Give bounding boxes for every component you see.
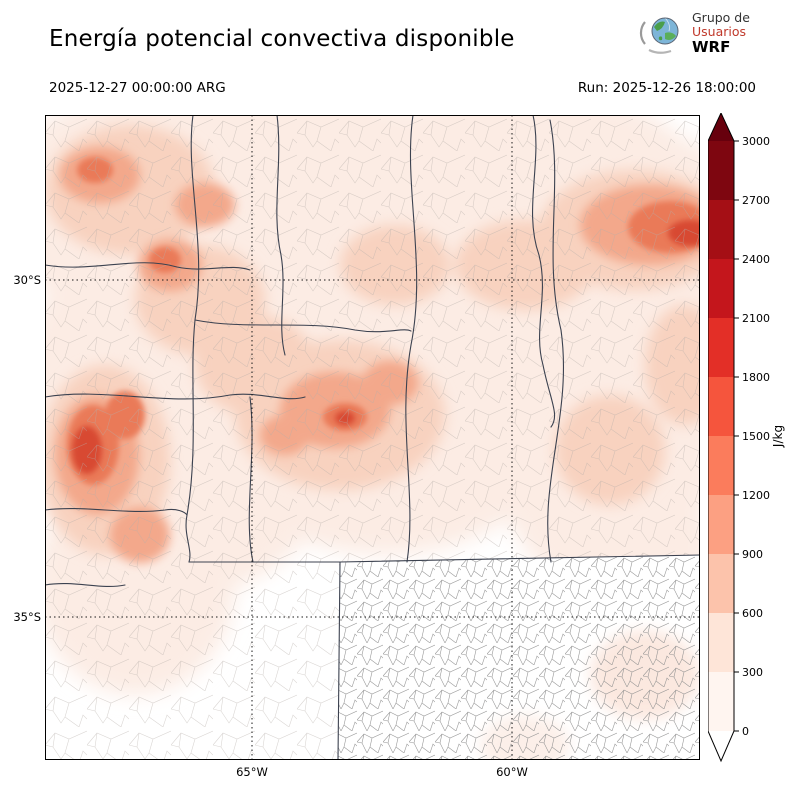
colorbar-segment [708, 377, 734, 436]
colorbar-tick: 0 [742, 725, 749, 738]
buenos-aires-districts [338, 555, 700, 760]
colorbar-segment [708, 495, 734, 554]
colorbar-tick: 2700 [742, 194, 770, 207]
colorbar-segment [708, 436, 734, 495]
logo-text: Grupo de Usuarios WRF [692, 9, 750, 56]
colorbar-tick: 600 [742, 607, 763, 620]
colorbar-segment [708, 672, 734, 731]
valid-time-label: 2025-12-27 00:00:00 ARG [49, 80, 226, 96]
logo-line1: Grupo de [692, 9, 750, 25]
colorbar-tick: 2100 [742, 312, 770, 325]
colorbar-tick: 3000 [742, 135, 770, 148]
graticule [45, 115, 700, 760]
lon-label-65w: 65°W [236, 765, 268, 779]
colorbar-segment [708, 318, 734, 377]
map-canvas [45, 115, 700, 760]
colorbar-arrow-bottom [708, 731, 734, 761]
colorbar-tick: 1500 [742, 430, 770, 443]
colorbar-unit-label: J/kg [771, 425, 785, 448]
logo-line3: WRF [692, 37, 731, 56]
cape-map-svg [45, 115, 700, 760]
map-frame [45, 115, 700, 760]
colorbar-arrow-top [708, 113, 734, 141]
lat-label-30s: 30°S [13, 273, 41, 287]
colorbar: 3000 2700 2400 2100 1800 1500 1200 900 6… [708, 113, 785, 763]
page-title: Energía potencial convectiva disponible [49, 26, 515, 52]
wrf-logo: Grupo de Usuarios WRF [638, 9, 750, 57]
colorbar-segment [708, 613, 734, 672]
colorbar-tick: 900 [742, 548, 763, 561]
colorbar-tick: 300 [742, 666, 763, 679]
colorbar-tick: 1200 [742, 489, 770, 502]
colorbar-tick-labels: 3000 2700 2400 2100 1800 1500 1200 900 6… [742, 135, 770, 738]
colorbar-segment [708, 200, 734, 259]
colorbar-tick-marks [734, 140, 739, 732]
colorbar-tick: 2400 [742, 253, 770, 266]
colorbar-tick: 1800 [742, 371, 770, 384]
colorbar-segment [708, 141, 734, 200]
province-borders [45, 115, 700, 760]
colorbar-segment [708, 259, 734, 318]
run-time-label: Run: 2025-12-26 18:00:00 [577, 80, 756, 96]
colorbar-segment [708, 554, 734, 613]
lat-label-35s: 35°S [13, 610, 41, 624]
globe-icon [639, 17, 679, 54]
logo-line2: Usuarios [692, 23, 747, 39]
lon-label-60w: 60°W [496, 765, 528, 779]
